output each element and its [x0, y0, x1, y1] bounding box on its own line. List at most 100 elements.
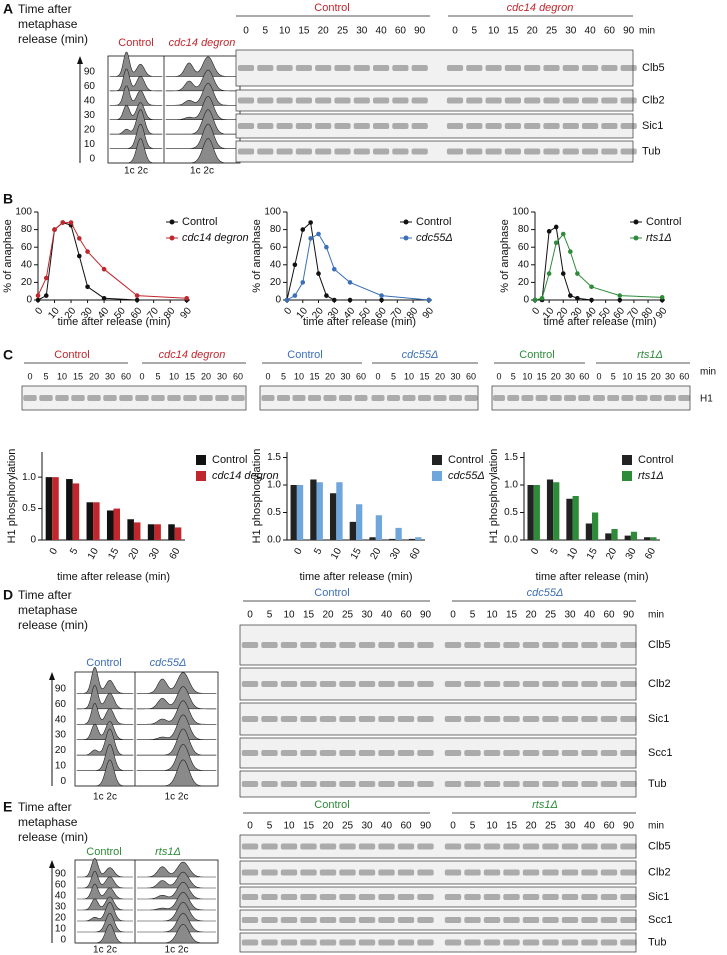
- blot-band: [358, 716, 376, 722]
- lane-label: 90: [420, 821, 432, 832]
- blot-band: [339, 917, 356, 923]
- lane-label: 20: [435, 371, 445, 381]
- blot-band: [444, 894, 462, 900]
- lane-label: 15: [185, 371, 195, 381]
- lane-label: 60: [400, 821, 412, 832]
- lane-label: 90: [414, 26, 426, 37]
- y-axis-label: H1 phosphorylation: [6, 449, 18, 544]
- blot-band: [485, 65, 502, 71]
- y-axis-label: % of anaphase: [499, 219, 511, 292]
- dna-content: 1c 2c: [190, 166, 214, 177]
- blot-band: [315, 65, 332, 71]
- blot-band: [522, 781, 540, 787]
- y-tick-label: 0.5: [504, 507, 518, 518]
- blot-band: [522, 843, 540, 850]
- x-tick-label: 60: [408, 546, 423, 562]
- blot-band: [358, 917, 376, 923]
- blot-band: [397, 681, 415, 687]
- blot-band: [503, 869, 520, 876]
- blot-strip: [491, 385, 691, 411]
- blot-band: [151, 395, 165, 401]
- blot-band: [261, 781, 278, 787]
- blot-band: [543, 65, 560, 71]
- protein-label: Clb5: [648, 840, 671, 852]
- blot-band: [522, 681, 540, 687]
- blot-band: [300, 681, 317, 687]
- bar: [356, 504, 363, 540]
- data-point: [300, 280, 306, 285]
- blot-band: [315, 123, 332, 129]
- lane-label: 10: [283, 610, 295, 621]
- legend-swatch: [622, 455, 632, 465]
- lane-label: 60: [356, 371, 366, 381]
- blot-band: [300, 750, 317, 756]
- data-point: [331, 266, 337, 272]
- bar: [592, 512, 599, 540]
- blot-band: [620, 939, 637, 946]
- y-tick-label: 80: [518, 224, 530, 235]
- blot-band: [464, 939, 481, 946]
- protein-label: H1: [700, 394, 713, 405]
- unit-label: min: [648, 821, 664, 832]
- bar: [527, 485, 534, 540]
- facs-time: 30: [84, 110, 96, 121]
- blot-condition: cdc55Δ: [527, 587, 564, 599]
- x-tick-label: 90: [421, 305, 437, 321]
- facs-histogram: [137, 923, 216, 944]
- lane-label: 25: [342, 821, 354, 832]
- blot-condition: cdc55Δ: [402, 349, 439, 361]
- blot-band: [466, 123, 483, 129]
- blot-band: [292, 395, 306, 401]
- series-line: [534, 233, 663, 301]
- blot-band: [358, 781, 376, 787]
- blot-band: [339, 681, 356, 687]
- blot-band: [358, 681, 376, 687]
- blot-band: [620, 781, 637, 787]
- axis-title: release (min): [18, 830, 88, 844]
- lane-label: 5: [511, 371, 516, 381]
- blot-band: [280, 781, 298, 787]
- facs-histogram: [76, 744, 134, 771]
- blot-band: [444, 716, 462, 722]
- bar: [174, 527, 182, 540]
- blot-band: [522, 716, 540, 722]
- blot-band: [620, 642, 637, 648]
- facs-histogram: [77, 901, 133, 922]
- blot-band: [241, 750, 259, 756]
- bar: [154, 524, 161, 540]
- data-point: [532, 297, 538, 303]
- blot-band: [620, 917, 637, 923]
- dna-content: 1c 2c: [165, 792, 189, 803]
- blot-band: [323, 395, 337, 401]
- y-tick-label: 40: [270, 259, 282, 270]
- bar: [290, 485, 297, 540]
- blot-band: [433, 395, 447, 401]
- lane-label: 10: [486, 821, 498, 832]
- facs-histogram: [137, 861, 216, 878]
- lane-label: 30: [450, 371, 460, 381]
- blot-band: [397, 939, 415, 946]
- blot-band: [417, 642, 434, 648]
- blot-band: [542, 917, 559, 923]
- blot-band: [237, 123, 255, 129]
- legend-marker: [403, 235, 409, 241]
- legend-label: rts1Δ: [638, 470, 664, 482]
- blot-band: [300, 894, 317, 900]
- blot-band: [397, 894, 415, 900]
- facs-histogram: [109, 102, 163, 121]
- lane-label: 20: [322, 821, 334, 832]
- bar: [336, 482, 343, 540]
- blot-band: [561, 939, 579, 946]
- lane-label: 40: [381, 610, 393, 621]
- blot-band: [507, 395, 520, 401]
- blot-band: [483, 917, 501, 923]
- lane-label: 15: [309, 371, 319, 381]
- blot-band: [607, 395, 620, 401]
- blot-condition: cdc14 degron: [159, 349, 226, 361]
- blot-band: [542, 939, 559, 946]
- blot-band: [581, 681, 598, 687]
- blot-band: [620, 97, 637, 104]
- data-point: [553, 224, 559, 230]
- protein-label: Tub: [648, 778, 667, 790]
- legend-label: rts1Δ: [646, 232, 672, 244]
